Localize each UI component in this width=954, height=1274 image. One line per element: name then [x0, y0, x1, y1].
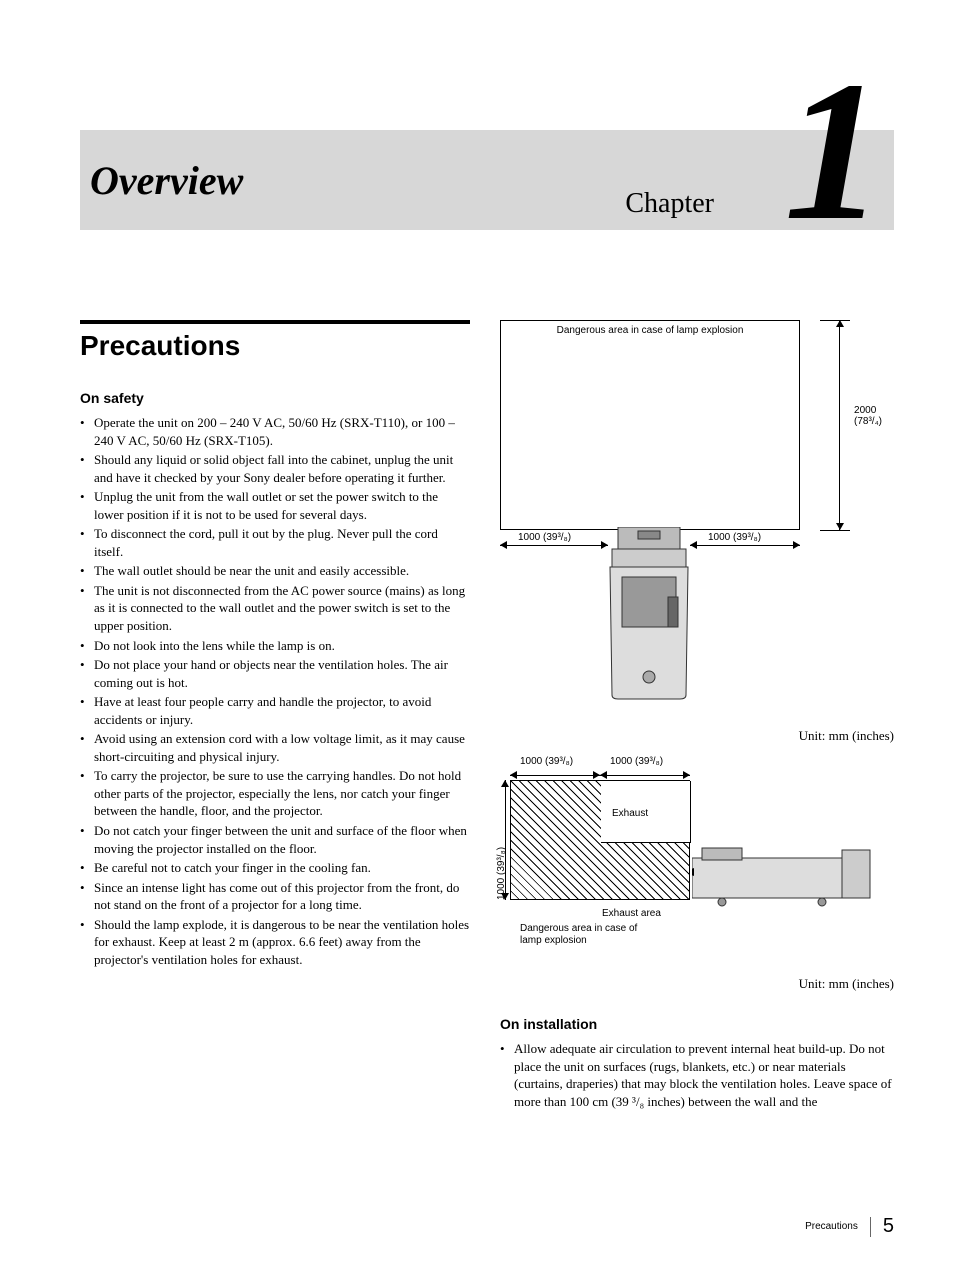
list-item: Allow adequate air circulation to preven…: [500, 1040, 894, 1110]
page-number: 5: [883, 1215, 894, 1238]
dim-right-label: 1000 (39³/₈): [708, 532, 761, 543]
unit-label-1: Unit: mm (inches): [500, 728, 894, 744]
dim-left: 1000 (39³/₈): [500, 538, 608, 552]
subhead-safety: On safety: [80, 390, 470, 406]
list-item: Do not place your hand or objects near t…: [80, 656, 470, 691]
tick: [820, 320, 850, 321]
exhaust-area-label: Exhaust area: [600, 908, 663, 919]
list-item: Have at least four people carry and hand…: [80, 693, 470, 728]
section-title: Precautions: [80, 330, 470, 362]
footer-divider: [870, 1217, 871, 1237]
danger-area-box: Dangerous area in case of lamp explosion: [500, 320, 800, 530]
danger-label-2: Dangerous area in case of lamp explosion: [520, 923, 637, 947]
list-item: The wall outlet should be near the unit …: [80, 562, 470, 580]
vertical-dimension: [839, 320, 840, 530]
list-item: Unplug the unit from the wall outlet or …: [80, 488, 470, 523]
dim-2000-label: 2000 (78³/₄): [854, 405, 882, 427]
left-column: Precautions On safety Operate the unit o…: [80, 320, 470, 1112]
title-overview: Overview: [90, 157, 243, 204]
dim-label: 1000 (39³/₈): [520, 756, 573, 767]
list-item: Do not look into the lens while the lamp…: [80, 637, 470, 655]
page-footer: Precautions 5: [805, 1215, 894, 1238]
projector-top-view-icon: [608, 527, 690, 702]
list-item: Be careful not to catch your finger in t…: [80, 859, 470, 877]
dim-top-right: 1000 (39³/₈): [600, 768, 690, 780]
dim-left-label: 1000 (39³/₈): [518, 532, 571, 543]
safety-list: Operate the unit on 200 – 240 V AC, 50/6…: [80, 414, 470, 968]
dim-top-left: 1000 (39³/₈): [510, 768, 600, 780]
projector-side-view-icon: [692, 828, 872, 908]
list-item: The unit is not disconnected from the AC…: [80, 582, 470, 635]
list-item: Since an intense light has come out of t…: [80, 879, 470, 914]
chapter-label: Chapter: [625, 188, 714, 220]
install-list: Allow adequate air circulation to preven…: [500, 1040, 894, 1110]
figure-2: 1000 (39³/₈) 1000 (39³/₈) 1000 (39³/₈) E…: [500, 768, 894, 992]
right-column: Dangerous area in case of lamp explosion…: [500, 320, 894, 1112]
title-band: Overview Chapter: [80, 130, 894, 230]
rule: [80, 320, 470, 324]
dim-label: 1000 (39³/₈): [610, 756, 663, 767]
list-item: To disconnect the cord, pull it out by t…: [80, 525, 470, 560]
subhead-install: On installation: [500, 1016, 894, 1032]
dim-left-label: 1000 (39³/₈): [496, 847, 507, 900]
list-item: Avoid using an extension cord with a low…: [80, 730, 470, 765]
list-item: To carry the projector, be sure to use t…: [80, 767, 470, 820]
hatched-area: [510, 780, 690, 900]
content-columns: Precautions On safety Operate the unit o…: [80, 320, 894, 1112]
figure-1: Dangerous area in case of lamp explosion…: [500, 320, 894, 744]
exhaust-label: Exhaust: [610, 808, 650, 819]
tick: [820, 530, 850, 531]
dim-right: 1000 (39³/₈): [690, 538, 800, 552]
list-item: Operate the unit on 200 – 240 V AC, 50/6…: [80, 414, 470, 449]
list-item: Should any liquid or solid object fall i…: [80, 451, 470, 486]
list-item: Should the lamp explode, it is dangerous…: [80, 916, 470, 969]
footer-section: Precautions: [805, 1221, 858, 1232]
danger-label: Dangerous area in case of lamp explosion: [501, 321, 799, 336]
list-item: Do not catch your finger between the uni…: [80, 822, 470, 857]
chapter-header: Overview Chapter 1: [80, 130, 894, 230]
unit-label-2: Unit: mm (inches): [500, 976, 894, 992]
